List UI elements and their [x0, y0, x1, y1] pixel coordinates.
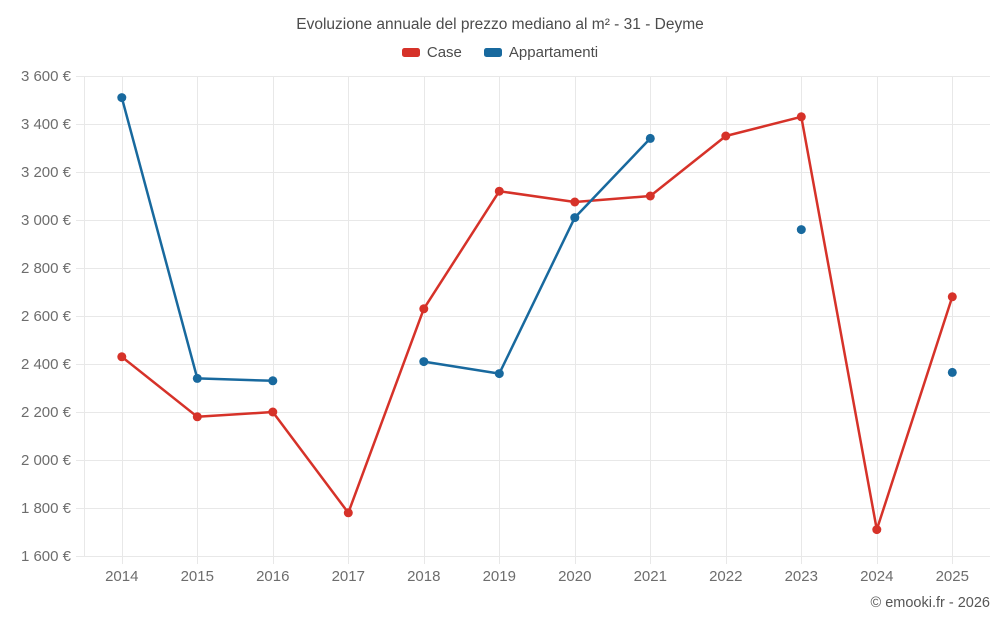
case-series [117, 112, 957, 535]
case-point-2016[interactable] [268, 407, 278, 417]
svg-text:2015: 2015 [181, 568, 214, 585]
appartamenti-point-2015[interactable] [192, 373, 202, 383]
appartamenti-series [117, 93, 957, 386]
appartamenti-point-2021[interactable] [645, 133, 655, 143]
svg-text:2024: 2024 [860, 568, 893, 585]
svg-text:2020: 2020 [558, 568, 591, 585]
appartamenti-series-line [122, 98, 953, 381]
copyright-text: © emooki.fr - 2026 [870, 595, 990, 611]
case-series-line [120, 115, 954, 531]
svg-text:3 000 €: 3 000 € [21, 212, 72, 229]
appartamenti-point-2019[interactable] [494, 369, 504, 379]
appartamenti-point-2018[interactable] [419, 357, 429, 367]
case-point-2017[interactable] [343, 508, 353, 518]
svg-text:2025: 2025 [936, 568, 969, 585]
case-point-2014[interactable] [117, 352, 127, 362]
svg-text:2021: 2021 [634, 568, 667, 585]
svg-text:2 400 €: 2 400 € [21, 356, 72, 373]
legend-label-appartamenti: Appartamenti [508, 44, 599, 61]
appartamenti-series-swatch [483, 48, 502, 57]
svg-text:3 400 €: 3 400 € [21, 116, 72, 133]
svg-text:3 200 €: 3 200 € [21, 164, 72, 181]
svg-text:3 600 €: 3 600 € [21, 68, 72, 85]
chart-legend: Case Appartamenti [0, 44, 1000, 61]
legend-item-case[interactable]: Case [401, 44, 462, 61]
svg-text:2 800 €: 2 800 € [21, 260, 72, 277]
svg-text:2 600 €: 2 600 € [21, 308, 72, 325]
svg-text:2014: 2014 [105, 568, 138, 585]
svg-text:1 600 €: 1 600 € [21, 548, 72, 565]
appartamenti-point-2014[interactable] [117, 93, 127, 103]
case-point-2020[interactable] [570, 197, 580, 207]
svg-text:2022: 2022 [709, 568, 742, 585]
case-point-2025[interactable] [947, 292, 957, 302]
legend-item-appartamenti[interactable]: Appartamenti [483, 44, 599, 61]
case-point-2021[interactable] [645, 191, 655, 201]
y-axis-labels: 1 600 € 1 800 € 2 000 € 2 200 € 2 400 € 2 600… [21, 68, 72, 565]
case-point-2022[interactable] [721, 131, 731, 141]
case-point-2024[interactable] [872, 525, 882, 535]
svg-text:2016: 2016 [256, 568, 289, 585]
case-series-swatch [401, 48, 420, 57]
appartamenti-point-2023[interactable] [796, 225, 806, 235]
case-point-2023[interactable] [796, 112, 806, 122]
appartamenti-point-2025[interactable] [947, 367, 957, 377]
chart-title: Evoluzione annuale del prezzo mediano al… [296, 16, 704, 33]
case-point-2015[interactable] [192, 412, 202, 422]
appartamenti-point-2016[interactable] [268, 376, 278, 386]
x-axis-labels: 2014 2015 2016 2017 2018 2019 2020 2021 2022 2023… [105, 568, 969, 585]
svg-text:2019: 2019 [483, 568, 516, 585]
legend-label-case: Case [426, 44, 462, 61]
svg-text:2018: 2018 [407, 568, 440, 585]
svg-text:2 200 €: 2 200 € [21, 404, 72, 421]
appartamenti-point-2020[interactable] [570, 213, 580, 223]
case-point-2019[interactable] [494, 186, 504, 196]
svg-text:1 800 €: 1 800 € [21, 500, 72, 517]
svg-text:2 000 €: 2 000 € [21, 452, 72, 469]
svg-text:2017: 2017 [332, 568, 365, 585]
case-point-2018[interactable] [419, 304, 429, 314]
gridlines [76, 76, 990, 564]
svg-text:2023: 2023 [785, 568, 818, 585]
